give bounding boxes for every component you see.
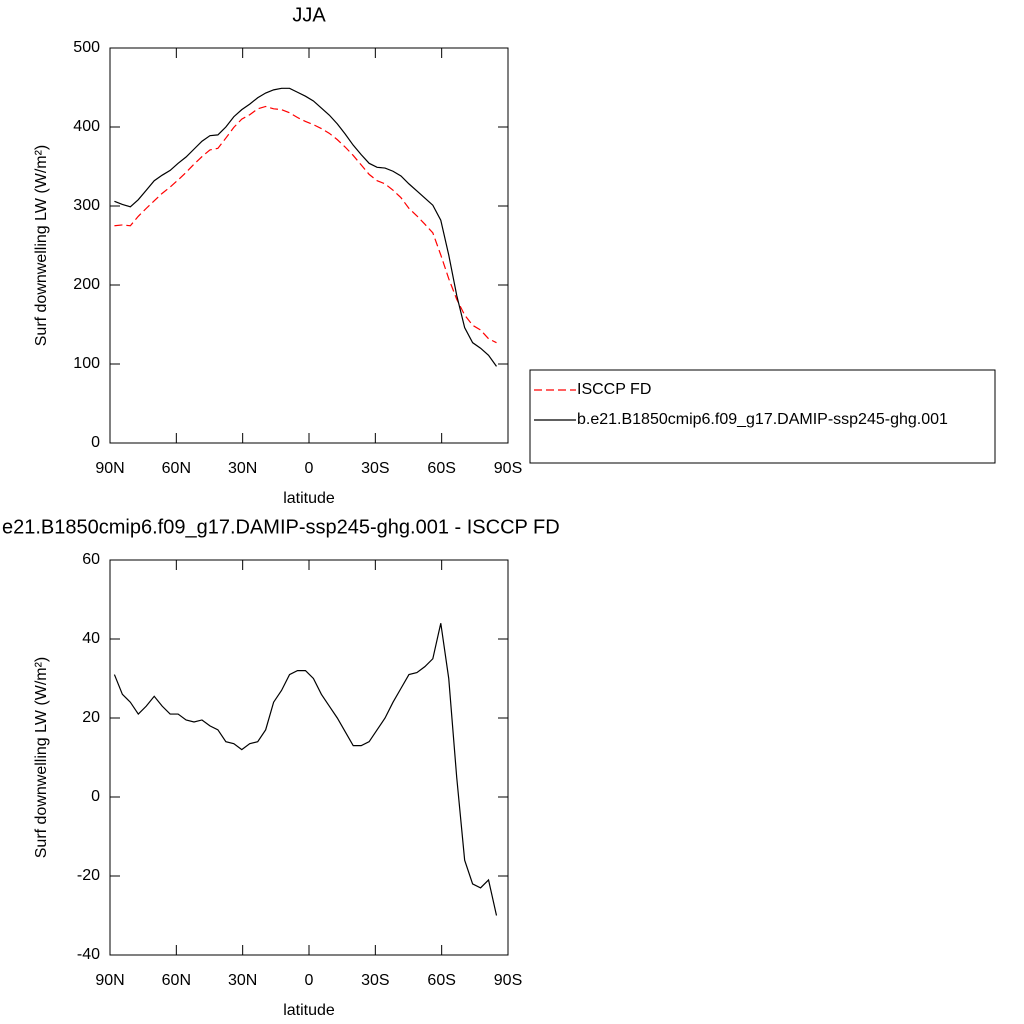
- y-tick-label: -40: [77, 946, 100, 963]
- y-tick-label: 60: [82, 551, 100, 568]
- x-tick-label: 30S: [361, 460, 389, 477]
- x-tick-label: 0: [305, 972, 314, 989]
- x-tick-label: 60N: [162, 460, 191, 477]
- x-tick-label: 90S: [494, 460, 522, 477]
- chart-title: e21.B1850cmip6.f09_g17.DAMIP-ssp245-ghg.…: [2, 516, 560, 538]
- data-line: [114, 105, 497, 344]
- x-tick-label: 0: [305, 460, 314, 477]
- x-tick-label: 30N: [228, 460, 257, 477]
- plot-frame: [109, 559, 509, 956]
- legend-label: b.e21.B1850cmip6.f09_g17.DAMIP-ssp245-gh…: [577, 411, 948, 428]
- y-tick-label: -20: [77, 867, 100, 884]
- y-tick-label: 40: [82, 630, 100, 647]
- y-tick-label: 300: [73, 197, 100, 214]
- y-tick-label: 500: [73, 39, 100, 56]
- y-tick-label: 100: [73, 355, 100, 372]
- y-axis-label: Surf downwelling LW (W/m²): [33, 657, 50, 859]
- y-tick-label: 200: [73, 276, 100, 293]
- x-tick-label: 90S: [494, 972, 522, 989]
- x-tick-label: 90N: [95, 460, 124, 477]
- x-tick-label: 30S: [361, 972, 389, 989]
- chart-title: JJA: [292, 4, 326, 26]
- x-tick-label: 60S: [427, 972, 455, 989]
- y-axis-label: Surf downwelling LW (W/m²): [33, 145, 50, 347]
- legend: [529, 369, 996, 464]
- x-tick-label: 60N: [162, 972, 191, 989]
- legend-label: ISCCP FD: [577, 381, 651, 398]
- x-tick-label: 90N: [95, 972, 124, 989]
- y-tick-label: 0: [91, 788, 100, 805]
- y-tick-label: 0: [91, 434, 100, 451]
- x-axis-label: latitude: [283, 490, 335, 507]
- y-tick-label: 400: [73, 118, 100, 135]
- data-line: [114, 87, 497, 367]
- data-line: [113, 623, 498, 916]
- x-axis-label: latitude: [283, 1002, 335, 1019]
- legend-box: [529, 369, 996, 464]
- x-tick-label: 60S: [427, 460, 455, 477]
- y-tick-label: 20: [82, 709, 100, 726]
- plot-frame: [109, 47, 509, 444]
- x-tick-label: 30N: [228, 972, 257, 989]
